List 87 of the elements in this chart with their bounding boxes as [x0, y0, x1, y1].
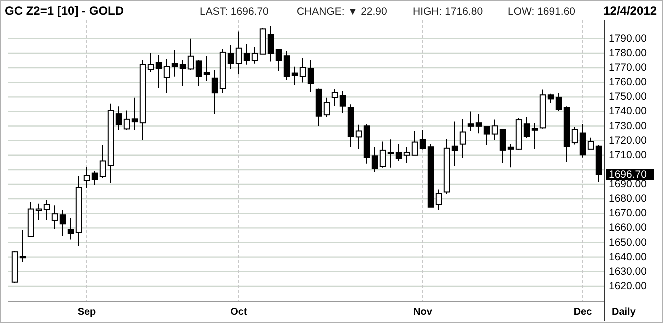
candlestick: [132, 97, 138, 131]
y-tick-label: 1630.00: [609, 266, 648, 278]
text: 12/4/2012: [604, 4, 658, 18]
y-tick-label: 1770.00: [609, 62, 648, 74]
x-tick-label: Sep: [78, 307, 96, 318]
text: 1696.70: [609, 168, 648, 181]
y-tick-label: 1730.00: [609, 120, 648, 132]
y-tick-label: 1710.00: [609, 149, 648, 162]
candlestick: [460, 118, 466, 159]
candlestick: [548, 93, 554, 104]
y-tick-label: 1720.00: [609, 134, 648, 147]
candlestick: [276, 48, 282, 72]
candlestick: [396, 144, 402, 162]
candlestick: [204, 56, 210, 82]
candlestick: [172, 49, 178, 78]
y-tick-label: 1760.00: [609, 76, 648, 89]
candlestick: [164, 58, 170, 94]
candlestick: [52, 205, 58, 230]
candlestick: [492, 119, 498, 141]
candlestick: [60, 210, 66, 237]
text: Daily: [612, 307, 636, 318]
candlestick: [20, 230, 26, 263]
candlestick: [284, 50, 290, 81]
candlestick: [156, 54, 162, 89]
y-tick-label: 1640.00: [609, 251, 648, 264]
candlestick: [116, 106, 122, 131]
candlestick: [508, 144, 514, 168]
candlestick: [532, 122, 538, 150]
candlestick: [588, 137, 594, 150]
candlestick: [420, 130, 426, 150]
candlestick: [476, 114, 482, 134]
y-tick-label: 1670.00: [609, 208, 648, 220]
candlestick: [308, 60, 314, 93]
candlestick: [236, 31, 242, 76]
y-tick-label: 1680.00: [609, 193, 648, 206]
candlestick: [300, 58, 306, 84]
candlestick: [212, 70, 218, 115]
candlestick: [356, 124, 362, 150]
x-tick-label: Nov: [414, 307, 433, 318]
candlestick: [268, 26, 274, 62]
candlestick: [332, 88, 338, 107]
x-tick-label: Dec: [574, 307, 593, 318]
candlestick: [412, 130, 418, 156]
candlestick: [44, 199, 50, 221]
candlestick: [100, 144, 106, 178]
candlestick: [436, 189, 442, 211]
candlestick: [340, 90, 346, 114]
candlestick: [380, 141, 386, 168]
candlestick: [452, 121, 458, 167]
candlestick: [196, 60, 202, 87]
candlestick: [68, 218, 74, 240]
candlestick: [388, 139, 394, 168]
candlestick: [124, 110, 130, 131]
candlestick: [244, 44, 250, 66]
candlestick: [468, 111, 474, 132]
candlestick: [92, 170, 98, 186]
text: HIGH: 1716.80: [413, 6, 484, 18]
candlestick: [324, 97, 330, 118]
y-tick-label: 1740.00: [609, 106, 648, 118]
chart-title: GC Z2=1 [10] - GOLD: [5, 4, 124, 18]
y-tick-label: 1780.00: [609, 47, 648, 60]
x-tick-label: Oct: [230, 307, 248, 318]
candlestick: [180, 60, 186, 87]
y-tick-label: 1690.00: [609, 178, 648, 191]
candlestick: [572, 126, 578, 146]
y-tick-label: 1790.00: [609, 32, 648, 45]
candlestick: [228, 44, 234, 70]
candlestick: [580, 124, 586, 158]
candlestick: [148, 52, 154, 72]
candlestick: [372, 146, 378, 172]
y-tick-label: 1650.00: [609, 236, 648, 249]
candlestick: [500, 128, 506, 164]
candlestick: [292, 66, 298, 86]
candlestick: [36, 203, 42, 221]
y-tick-label: 1660.00: [609, 222, 648, 234]
text: LAST: 1696.70: [200, 6, 270, 18]
text: CHANGE: ▼ 22.90: [297, 6, 388, 18]
candlestick: [484, 126, 490, 146]
candlestick: [188, 38, 194, 71]
candlestick: [524, 116, 530, 139]
y-tick-label: 1620.00: [609, 280, 648, 292]
candlestick: [556, 93, 562, 112]
candlestick: [404, 146, 410, 164]
text: LOW: 1691.60: [508, 6, 576, 18]
y-tick-label: 1750.00: [609, 91, 648, 104]
candlestick: [84, 166, 90, 189]
candlestick: [252, 46, 258, 64]
